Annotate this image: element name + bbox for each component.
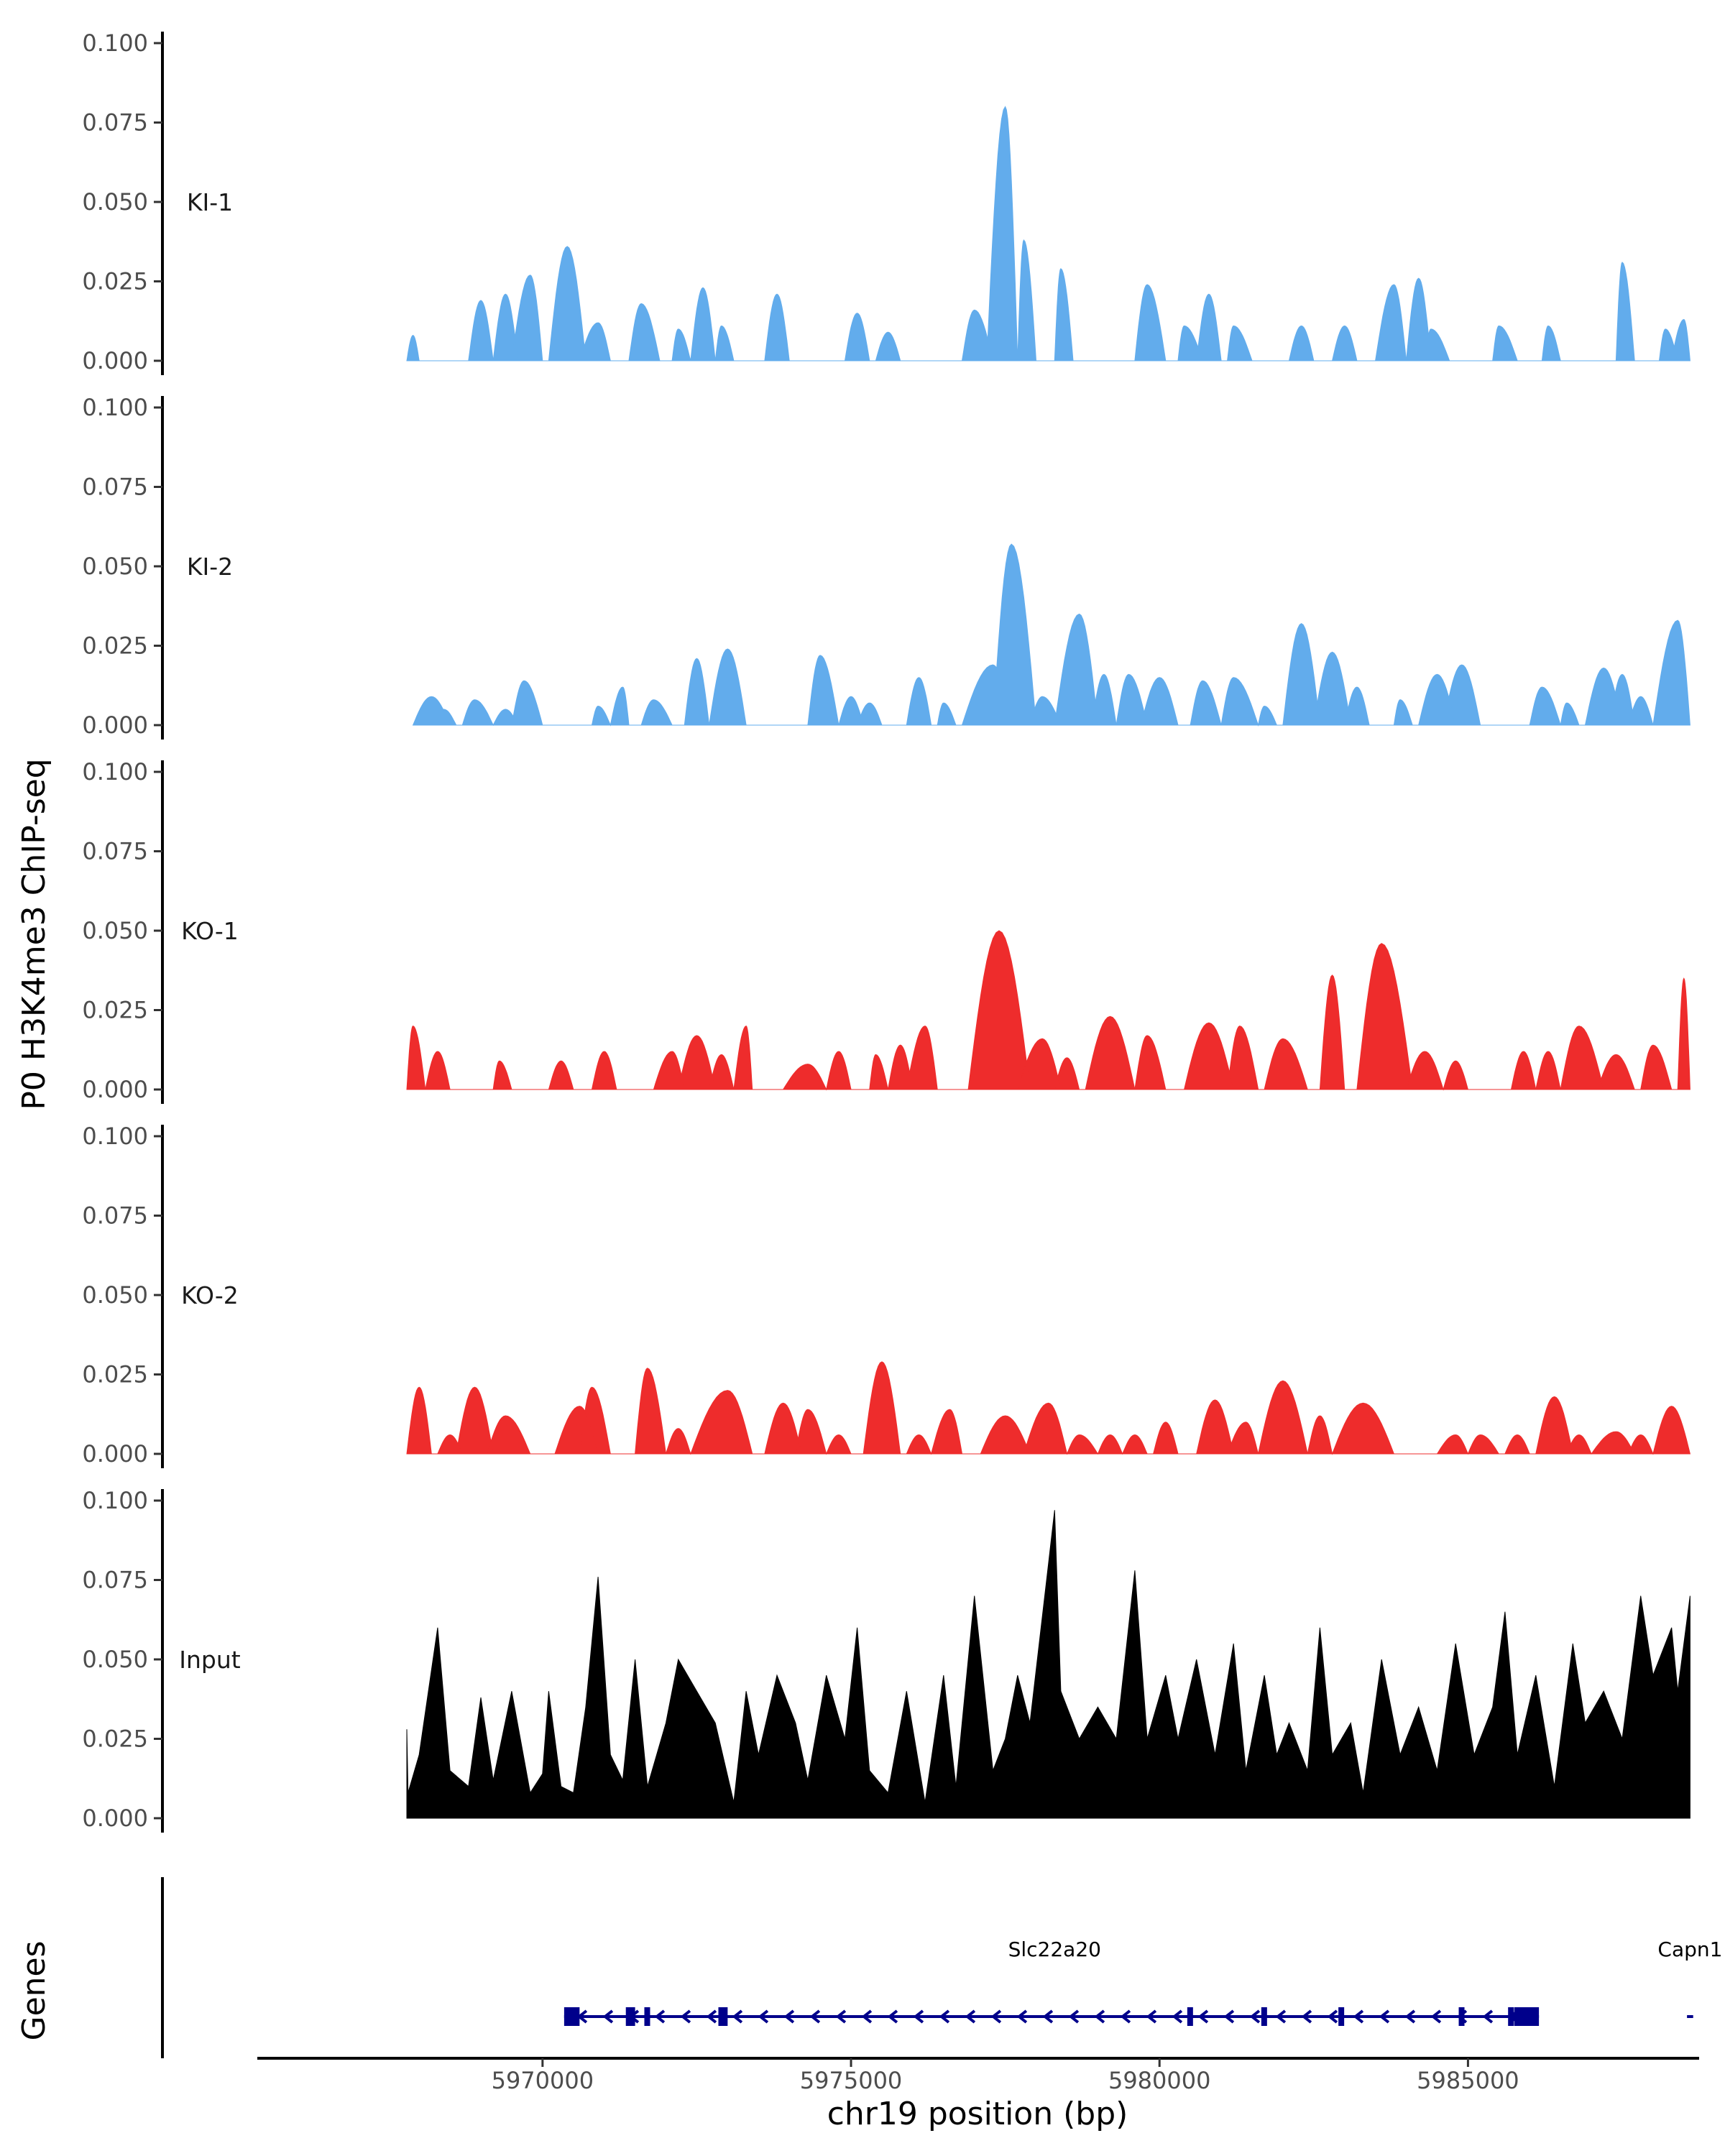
strand-arrow-icon — [1379, 2009, 1390, 2024]
gene-label: Capn1 — [1657, 1938, 1722, 1961]
strand-arrow-icon — [602, 2009, 614, 2024]
strand-arrow-icon — [1016, 2009, 1028, 2024]
coverage-area-ko-1 — [406, 930, 1690, 1091]
strand-arrow-icon — [732, 2009, 743, 2024]
strand-arrow-icon — [680, 2009, 691, 2024]
strand-arrow-icon — [835, 2009, 847, 2024]
x-tick-label: 5980000 — [1108, 2067, 1211, 2094]
strand-arrow-icon — [1430, 2009, 1442, 2024]
strand-arrow-icon — [965, 2009, 976, 2024]
strand-arrow-icon — [654, 2009, 666, 2024]
strand-arrow-icon — [758, 2009, 769, 2024]
strand-arrow-icon — [887, 2009, 898, 2024]
strand-arrow-icon — [706, 2009, 717, 2024]
exon — [625, 2007, 635, 2026]
track-label: Input — [179, 1646, 241, 1674]
track-ko-2: 0.000 0.025 0.050 0.075 0.100 KO-2 — [82, 1123, 1691, 1468]
coverage-area-ko-2 — [406, 1361, 1691, 1455]
strand-arrow-icon — [1223, 2009, 1235, 2024]
strand-arrow-icon — [809, 2009, 821, 2024]
track-ki-1: 0.000 0.025 0.050 0.075 0.100 KI-1 — [82, 29, 1690, 375]
x-axis-title: chr19 position (bp) — [827, 2096, 1128, 2132]
track-input: 0.000 0.025 0.050 0.075 0.100 Input — [82, 1487, 1690, 1833]
y-tick-label: 0.075 — [82, 474, 148, 501]
strand-arrow-icon — [1120, 2009, 1131, 2024]
y-tick-label: 0.075 — [82, 1202, 148, 1230]
gene-track: Slc22a20 Capn1 — [161, 1877, 1722, 2058]
exon — [1514, 2007, 1540, 2026]
exon — [1338, 2007, 1345, 2026]
gene-capn1: Capn1 — [1657, 1938, 1722, 2018]
y-tick-label: 0.050 — [82, 188, 148, 216]
exon — [644, 2007, 650, 2026]
strand-arrow-icon — [1249, 2009, 1261, 2024]
strand-arrow-icon — [913, 2009, 924, 2024]
y-tick-label: 0.000 — [82, 1440, 148, 1468]
track-ko-1: 0.000 0.025 0.050 0.075 0.100 KO-1 — [82, 758, 1690, 1104]
x-tick-label: 5970000 — [492, 2067, 594, 2094]
y-axis-title: P0 H3K4me3 ChIP-seq — [16, 758, 52, 1110]
gene-slc22a20: Slc22a20 — [564, 1938, 1540, 2026]
y-tick-label: 0.025 — [82, 1361, 148, 1388]
strand-arrow-icon — [1146, 2009, 1157, 2024]
y-tick-label: 0.000 — [82, 1805, 148, 1832]
y-tick-label: 0.000 — [82, 1076, 148, 1103]
coverage-area-ki-2 — [412, 543, 1690, 727]
y-tick-label: 0.100 — [82, 394, 148, 421]
strand-arrow-icon — [990, 2009, 1002, 2024]
y-tick-label: 0.025 — [82, 997, 148, 1024]
y-tick-label: 0.100 — [82, 1123, 148, 1150]
y-tick-label: 0.025 — [82, 632, 148, 660]
exon — [564, 2007, 580, 2026]
strand-arrow-icon — [1482, 2009, 1494, 2024]
y-tick-label: 0.075 — [82, 109, 148, 137]
strand-arrow-icon — [1094, 2009, 1105, 2024]
gene-track-title: Genes — [16, 1940, 52, 2040]
strand-arrow-icon — [1404, 2009, 1416, 2024]
exon — [1508, 2007, 1514, 2026]
track-panels: 0.0000.0250.0500.0750.100KI-10.0000.0250… — [82, 29, 1691, 1833]
strand-arrow-icon — [1197, 2009, 1209, 2024]
y-tick-label: 0.050 — [82, 553, 148, 580]
strand-arrow-icon — [1068, 2009, 1080, 2024]
exon — [1187, 2007, 1193, 2026]
exon — [1458, 2007, 1465, 2026]
gene-label: Slc22a20 — [1008, 1938, 1101, 1961]
x-axis: 5970000 5975000 5980000 5985000 — [257, 2057, 1699, 2094]
track-label: KI-1 — [187, 188, 233, 216]
exon — [718, 2007, 728, 2026]
strand-arrow-icon — [783, 2009, 795, 2024]
strand-arrow-icon — [1301, 2009, 1312, 2024]
y-tick-label: 0.075 — [82, 838, 148, 865]
track-ki-2: 0.000 0.025 0.050 0.075 0.100 KI-2 — [82, 394, 1690, 740]
x-tick-label: 5985000 — [1417, 2067, 1519, 2094]
strand-arrow-icon — [1172, 2009, 1183, 2024]
strand-arrow-icon — [1353, 2009, 1364, 2024]
strand-arrow-icon — [1275, 2009, 1287, 2024]
y-tick-label: 0.000 — [82, 347, 148, 374]
strand-arrow-icon — [939, 2009, 950, 2024]
y-tick-label: 0.025 — [82, 268, 148, 295]
exon — [1261, 2007, 1267, 2026]
strand-arrow-icon — [861, 2009, 873, 2024]
y-tick-label: 0.025 — [82, 1726, 148, 1753]
strand-arrow-icon — [1327, 2009, 1338, 2024]
track-label: KO-2 — [181, 1281, 239, 1309]
track-label: KO-1 — [181, 917, 239, 945]
y-tick-label: 0.000 — [82, 711, 148, 739]
y-tick-label: 0.050 — [82, 1281, 148, 1309]
x-tick-label: 5975000 — [800, 2067, 903, 2094]
coverage-area-input — [406, 1510, 1690, 1819]
strand-arrow-icon — [1042, 2009, 1054, 2024]
coverage-area-ki-1 — [406, 106, 1690, 361]
y-tick-label: 0.100 — [82, 758, 148, 786]
y-tick-label: 0.100 — [82, 29, 148, 57]
y-tick-label: 0.100 — [82, 1487, 148, 1514]
y-tick-label: 0.050 — [82, 1646, 148, 1673]
track-label: KI-2 — [187, 553, 233, 581]
y-tick-label: 0.075 — [82, 1567, 148, 1594]
y-tick-label: 0.050 — [82, 917, 148, 944]
